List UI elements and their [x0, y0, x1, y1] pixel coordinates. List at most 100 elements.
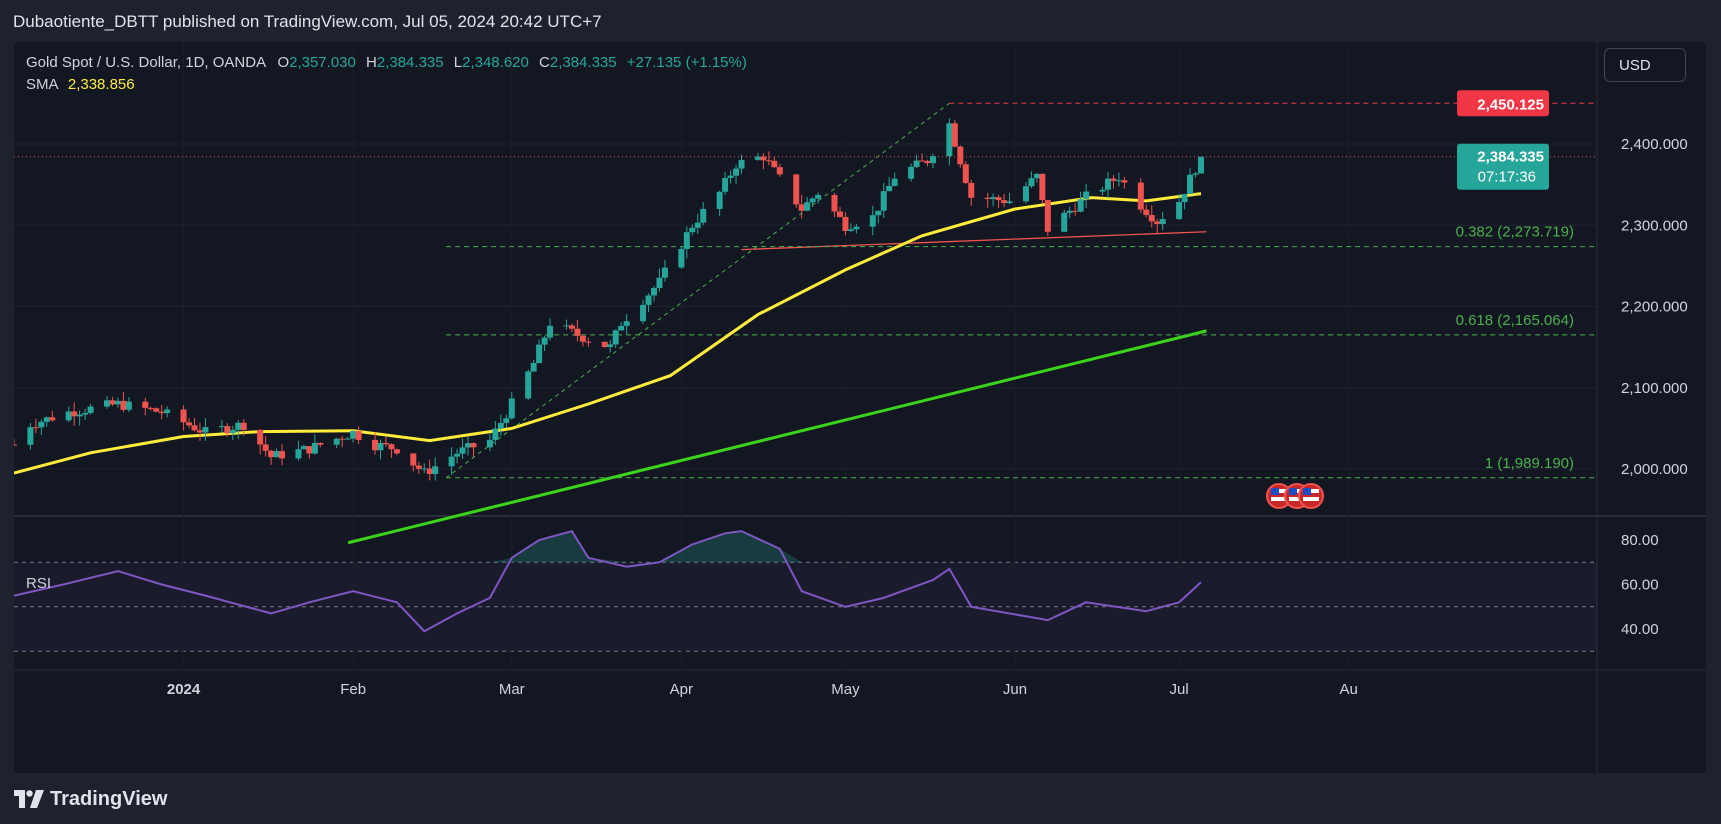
candle-body [295, 449, 302, 459]
low-value: 2,348.620 [462, 54, 529, 71]
time-tick-label: Mar [499, 681, 525, 698]
price-tick-label: 2,400.000 [1621, 136, 1688, 153]
candle-body [1028, 178, 1035, 187]
candle-body [869, 215, 876, 227]
candle-body [1039, 173, 1046, 200]
close-value: 2,384.335 [549, 54, 617, 71]
candle-body [82, 412, 89, 415]
price-tick-label: 2,100.000 [1621, 380, 1688, 397]
bar-countdown-text: 07:17:36 [1478, 169, 1536, 186]
candle-body [908, 166, 915, 179]
candle-body [990, 197, 997, 200]
candle-body [650, 288, 657, 296]
candle-body [273, 451, 280, 458]
candle-body [38, 421, 45, 428]
candle-body [158, 411, 165, 414]
price-chart-svg[interactable]: 2,000.000 2,100.000 2,200.000 2,300.000 2,40… [14, 42, 1706, 773]
candle-body [262, 444, 269, 451]
last-price-tag [1457, 143, 1549, 190]
us-event-flag-canton [1271, 488, 1279, 495]
candle-body [465, 443, 472, 448]
tradingview-logo-icon [14, 790, 44, 808]
candle-body [880, 191, 887, 211]
candle-body [656, 277, 663, 289]
candle-body [984, 197, 991, 200]
fib-level-label: 0.382 (2,273.719) [1456, 224, 1574, 241]
candle-body [607, 344, 614, 348]
candle-body [114, 400, 121, 405]
candle-body [1044, 199, 1051, 232]
open-label: O [277, 54, 290, 71]
time-tick-label: 2024 [167, 681, 201, 698]
price-tick-label: 2,300.000 [1621, 217, 1688, 234]
candle-body [377, 442, 384, 451]
rsi-line [14, 529, 1202, 633]
candle-body [432, 466, 439, 474]
candle-body [393, 449, 400, 454]
candle-body [459, 447, 466, 454]
candle-body [1137, 182, 1144, 210]
sma-legend-row: SMA 2,338.856 [26, 74, 747, 96]
candle-body [831, 194, 838, 212]
candle-body [661, 267, 668, 278]
candle-body [65, 411, 72, 421]
candle-body [470, 443, 477, 448]
candle-body [1006, 201, 1013, 204]
time-tick-label: Jul [1170, 681, 1189, 698]
time-tick-label: Au [1340, 681, 1358, 698]
candle-body [229, 429, 236, 434]
chart-area[interactable]: 2,000.000 2,100.000 2,200.000 2,300.000 2,40… [14, 42, 1706, 773]
candle-body [508, 398, 515, 419]
us-event-flag-stripe [1271, 497, 1287, 501]
symbol-title[interactable]: Gold Spot / U.S. Dollar, 1D, OANDA [26, 54, 266, 71]
candle-body [793, 174, 800, 205]
candle-body [186, 422, 193, 426]
candle-body [568, 325, 575, 329]
candle-body [344, 438, 351, 440]
us-event-flag-stripe [1303, 497, 1319, 501]
candle-body [372, 439, 379, 451]
candle-body [853, 226, 860, 230]
candle-body [804, 202, 811, 211]
candle-body [678, 248, 685, 268]
candle-body [733, 168, 740, 176]
sma-label[interactable]: SMA [26, 76, 58, 93]
candle-body [1066, 210, 1073, 213]
rsi-tick-label: 40.00 [1621, 621, 1659, 638]
candle-body [1197, 156, 1204, 174]
candle-body [875, 210, 882, 216]
candle-body [224, 426, 231, 434]
candle-body [913, 160, 920, 167]
candle-body [623, 321, 630, 326]
candle-body [202, 427, 209, 433]
rsi-band-background [14, 562, 1597, 652]
candle-body [235, 422, 242, 430]
tradingview-logo[interactable]: TradingView [14, 787, 167, 811]
candle-body [618, 325, 625, 331]
candle-body [1077, 199, 1084, 212]
us-event-flag-stripe [1289, 497, 1305, 501]
candle-body [426, 468, 433, 474]
candle-body [640, 304, 647, 322]
open-value: 2,357.030 [289, 54, 356, 71]
candle-body [191, 425, 198, 431]
currency-button[interactable]: USD [1604, 48, 1686, 82]
fib-trend-diagonal [445, 102, 950, 479]
us-event-flag-canton [1289, 488, 1297, 495]
candle-body [1176, 202, 1183, 220]
candle-body [951, 123, 958, 147]
candle-body [1083, 191, 1090, 200]
candle-body [689, 227, 696, 233]
candle-body [32, 427, 39, 429]
candle-body [525, 371, 532, 399]
candle-body [771, 160, 778, 168]
candle-body [388, 444, 395, 450]
candle-body [1148, 215, 1155, 222]
candle-body [333, 438, 340, 445]
price-tick-label: 2,000.000 [1621, 461, 1688, 478]
high-value: 2,384.335 [376, 54, 444, 71]
candle-body [645, 295, 652, 305]
candle-body [279, 451, 286, 459]
rsi-label[interactable]: RSI [26, 575, 52, 592]
candle-body [218, 426, 225, 428]
